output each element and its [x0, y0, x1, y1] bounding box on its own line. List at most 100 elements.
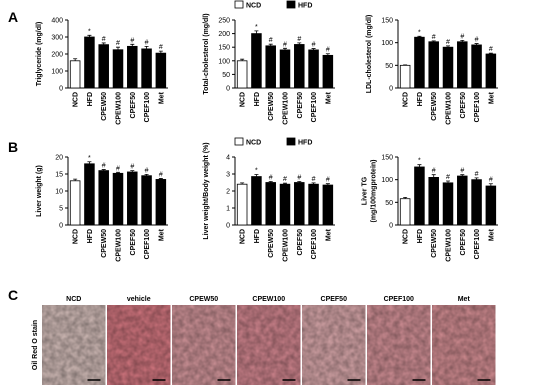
x-tick-label: CPEW50 [431, 92, 438, 121]
bar [69, 180, 81, 226]
bar [471, 179, 482, 226]
bar [294, 182, 305, 226]
error-bar [431, 40, 436, 42]
histology-texture [302, 305, 366, 385]
y-tick-label: 0 [226, 86, 230, 93]
error-bar [446, 180, 450, 183]
significance-mark: # [283, 41, 287, 48]
error-bar [283, 182, 287, 185]
y-tick-label: 5 [59, 206, 63, 213]
histology-texture [42, 305, 106, 385]
x-tick-label: CPEF50 [460, 229, 467, 256]
x-tick-label: NCD [403, 229, 410, 244]
error-bar [240, 182, 245, 185]
y-tick-label: 100 [381, 177, 393, 184]
legend-label: HFD [298, 140, 312, 147]
y-tick-label: 50 [385, 63, 393, 70]
y-tick-label: 150 [381, 18, 393, 25]
x-tick-label: CPEF50 [130, 229, 137, 256]
bar [322, 184, 334, 226]
bar [112, 172, 124, 226]
y-tick-label: 0 [226, 223, 230, 230]
significance-mark: * [418, 158, 421, 165]
y-axis-label: Liver TG (mg/100mgprotein) [362, 159, 378, 222]
histology-texture [367, 305, 431, 385]
significance-mark: # [475, 37, 479, 44]
significance-mark: # [446, 39, 450, 46]
x-tick-label: Met [488, 228, 495, 241]
error-bar [474, 43, 479, 45]
bar [442, 46, 454, 89]
bar [322, 54, 334, 89]
bar [127, 45, 138, 89]
x-tick-label: NCD [240, 92, 247, 107]
bar [457, 41, 468, 89]
error-bar [144, 173, 149, 176]
x-tick-label: NCD [240, 229, 247, 244]
significance-mark: # [145, 167, 149, 174]
y-tick-label: 0 [59, 86, 63, 93]
x-tick-label: CPEW100 [283, 229, 290, 262]
bar [414, 166, 425, 226]
error-bar [116, 171, 120, 174]
error-bar [73, 58, 78, 61]
y-tick-label: 100 [381, 40, 393, 47]
error-bar [297, 181, 302, 183]
x-tick-label: CPEW100 [116, 92, 123, 125]
y-tick-label: 20 [55, 155, 63, 162]
histology-label: Met [458, 296, 471, 303]
y-tick-label: 10 [55, 189, 63, 196]
x-tick-label: NCD [403, 92, 410, 107]
x-tick-label: CPEF50 [460, 92, 467, 119]
x-tick-label: HFD [87, 229, 94, 243]
x-tick-label: Met [488, 91, 495, 104]
x-tick-label: CPEF50 [297, 229, 304, 256]
significance-mark: # [432, 34, 436, 41]
error-bar [254, 30, 259, 34]
bar [308, 49, 319, 89]
x-tick-label: CPEF50 [297, 92, 304, 119]
histology-y-label: Oil Red O stain [32, 320, 39, 370]
x-tick-label: Met [158, 228, 165, 241]
bar [457, 175, 468, 226]
x-tick-label: CPEF100 [474, 229, 481, 259]
error-bar [158, 178, 163, 180]
x-tick-label: NCD [73, 92, 80, 107]
legend-swatch [234, 0, 244, 9]
bar [428, 176, 439, 226]
legend-swatch [234, 137, 244, 146]
histology-texture [107, 305, 171, 385]
bar [251, 33, 262, 89]
histology-texture [237, 305, 301, 385]
y-tick-label: 4 [226, 155, 230, 162]
y-tick-label: 100 [218, 58, 230, 65]
bar [265, 45, 276, 89]
y-tick-label: 200 [51, 52, 63, 59]
bar [279, 49, 291, 89]
error-bar [144, 45, 149, 49]
error-bar [101, 42, 106, 45]
error-bar [158, 50, 163, 54]
error-bar [283, 47, 287, 50]
significance-mark: # [460, 168, 464, 175]
y-tick-label: 150 [381, 155, 393, 162]
error-bar [297, 42, 302, 45]
y-tick-label: 50 [222, 72, 230, 79]
bar [236, 60, 248, 89]
bar [414, 36, 425, 89]
bar [471, 44, 482, 89]
panel-label: C [8, 287, 18, 303]
error-bar [130, 43, 135, 47]
x-tick-label: CPEF100 [311, 92, 318, 122]
error-bar [240, 58, 245, 61]
histology-texture [432, 305, 496, 385]
x-tick-label: HFD [87, 92, 94, 106]
error-bar [431, 174, 436, 178]
bar [155, 52, 167, 89]
error-bar [417, 164, 422, 167]
bar [141, 48, 152, 89]
y-tick-label: 250 [218, 18, 230, 25]
significance-mark: # [326, 177, 330, 184]
error-bar [101, 169, 106, 171]
panel-label: A [8, 9, 18, 25]
